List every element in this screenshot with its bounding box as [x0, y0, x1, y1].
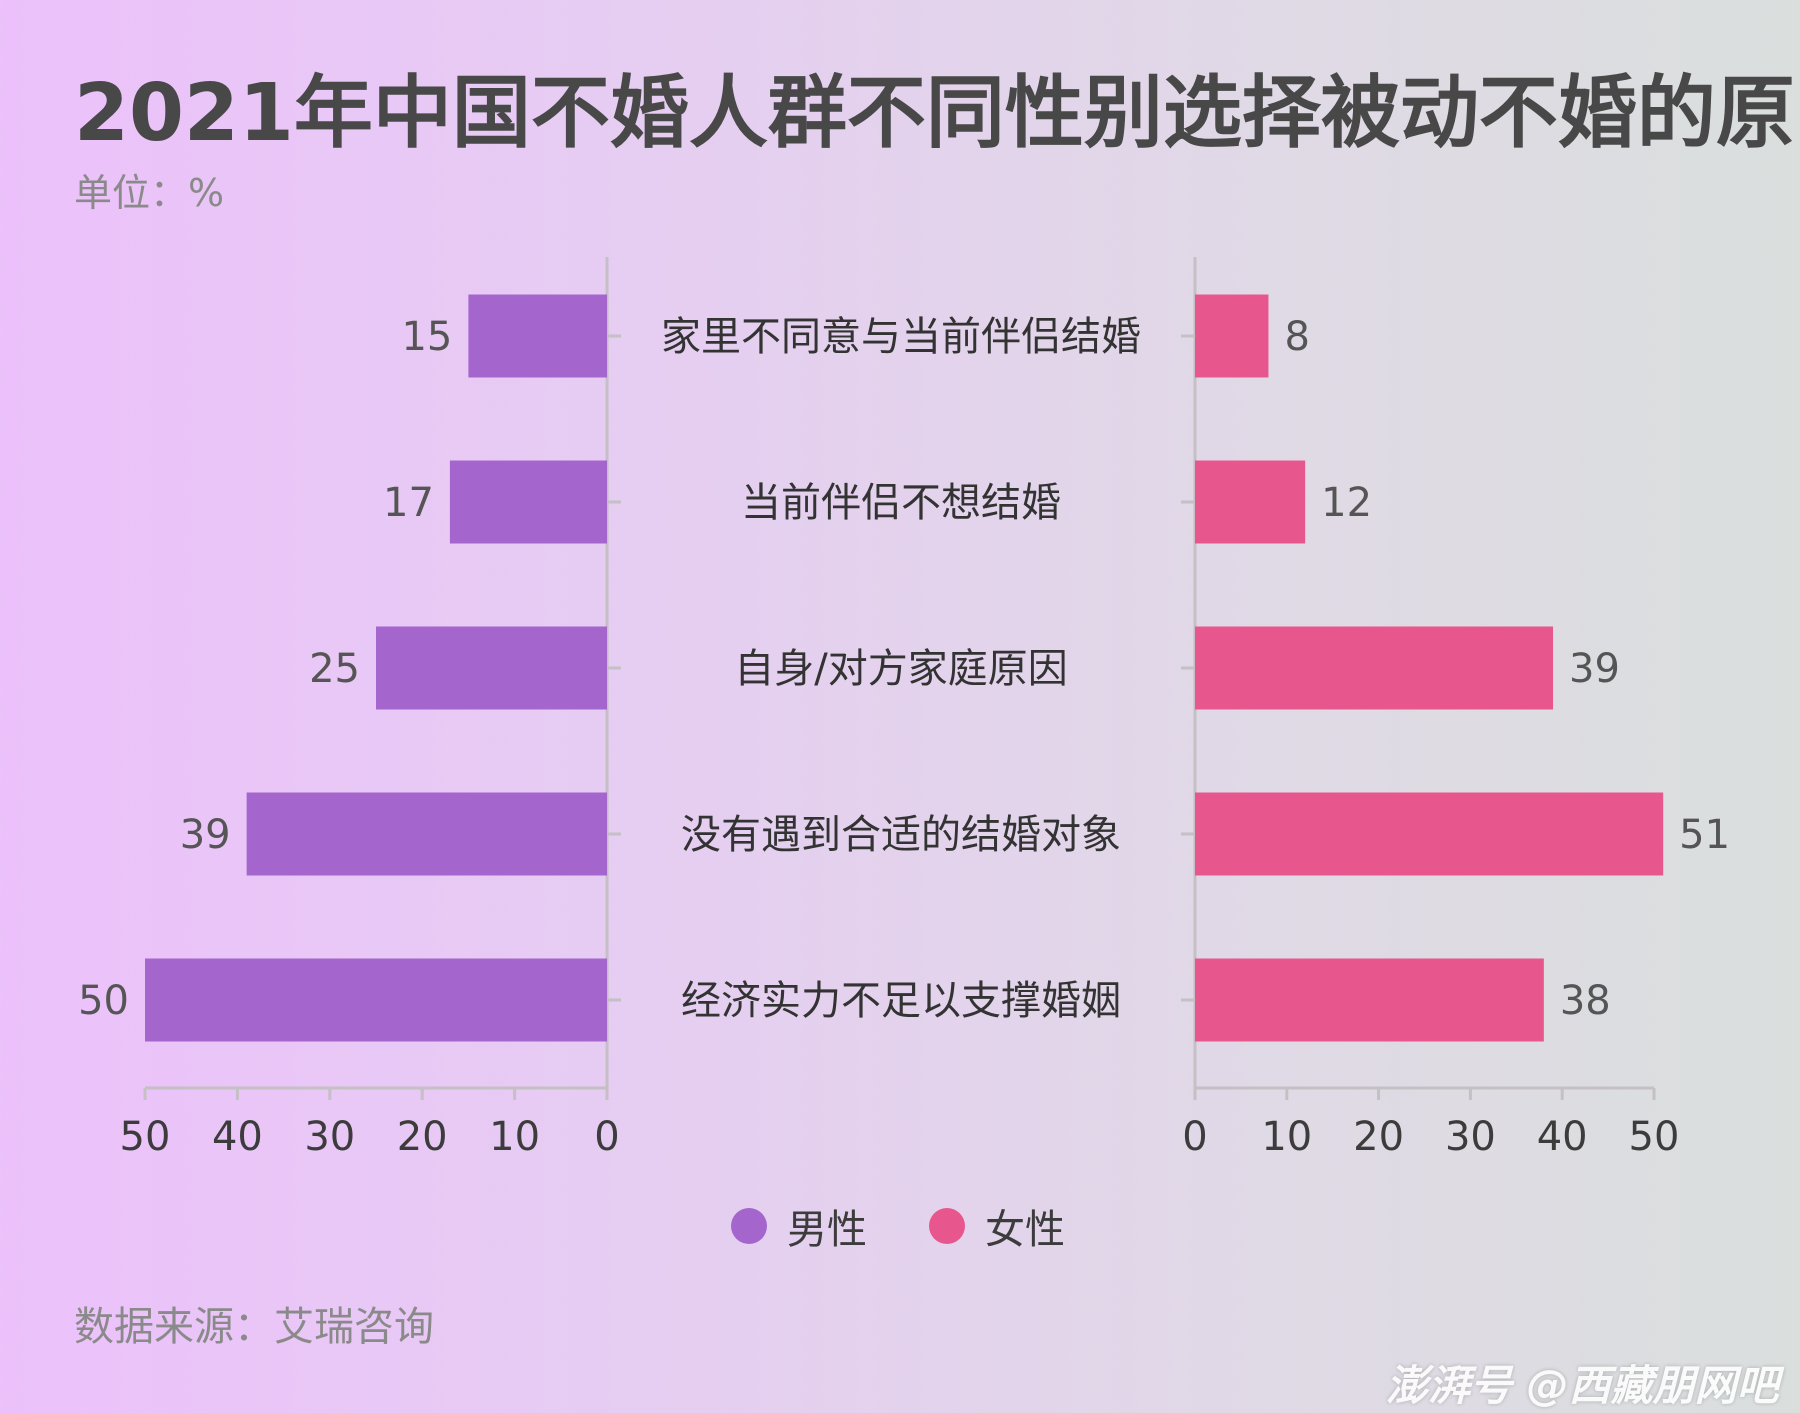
source-note: 数据来源：艾瑞咨询 — [74, 1304, 434, 1350]
left-x-tick-label: 50 — [120, 1114, 171, 1160]
right-x-tick-label: 30 — [1445, 1114, 1496, 1160]
right-x-tick-label: 40 — [1537, 1114, 1588, 1160]
female-data-label: 38 — [1560, 978, 1611, 1024]
female-bar — [1195, 958, 1544, 1042]
female-data-label: 12 — [1321, 480, 1372, 526]
chart-title: 2021年中国不婚人群不同性别选择被动不婚的原因 — [74, 67, 1800, 159]
left-x-tick-label: 20 — [397, 1114, 448, 1160]
right-x-tick-label: 0 — [1182, 1114, 1207, 1160]
female-bar — [1195, 294, 1269, 378]
male-data-label: 15 — [401, 314, 452, 360]
female-data-label: 8 — [1284, 314, 1309, 360]
category-label: 家里不同意与当前伴侣结婚 — [661, 314, 1141, 360]
unit-label: 单位：% — [74, 171, 225, 215]
watermark: 澎湃号 @西藏朋网吧 — [1386, 1361, 1779, 1410]
category-label: 自身/对方家庭原因 — [734, 646, 1067, 692]
legend-item-male: 男性 — [731, 1197, 867, 1255]
legend-swatch-female — [929, 1208, 965, 1244]
right-x-tick-label: 10 — [1261, 1114, 1312, 1160]
female-bar — [1195, 626, 1554, 710]
legend-label-male: 男性 — [787, 1207, 867, 1253]
female-data-label: 51 — [1679, 812, 1730, 858]
category-label: 经济实力不足以支撑婚姻 — [681, 978, 1121, 1024]
left-x-tick-label: 0 — [594, 1114, 619, 1160]
male-data-label: 39 — [180, 812, 231, 858]
left-x-tick-label: 40 — [212, 1114, 263, 1160]
male-bar — [449, 460, 607, 544]
category-label: 没有遇到合适的结婚对象 — [681, 812, 1121, 858]
right-x-tick-label: 20 — [1353, 1114, 1404, 1160]
male-data-label: 50 — [78, 978, 129, 1024]
male-bar — [468, 294, 607, 378]
left-x-tick-label: 30 — [304, 1114, 355, 1160]
male-data-label: 25 — [309, 646, 360, 692]
male-data-label: 17 — [383, 480, 434, 526]
male-bar — [145, 958, 607, 1042]
legend-swatch-male — [731, 1208, 767, 1244]
right-x-tick-label: 50 — [1629, 1114, 1680, 1160]
legend: 男性 女性 — [731, 1197, 1127, 1255]
male-bar — [246, 792, 607, 876]
legend-item-female: 女性 — [929, 1197, 1065, 1255]
male-bar — [376, 626, 607, 710]
female-bar — [1195, 460, 1306, 544]
category-label: 当前伴侣不想结婚 — [741, 480, 1061, 526]
female-data-label: 39 — [1569, 646, 1620, 692]
left-x-tick-label: 10 — [489, 1114, 540, 1160]
legend-label-female: 女性 — [985, 1207, 1065, 1253]
female-bar — [1195, 792, 1664, 876]
